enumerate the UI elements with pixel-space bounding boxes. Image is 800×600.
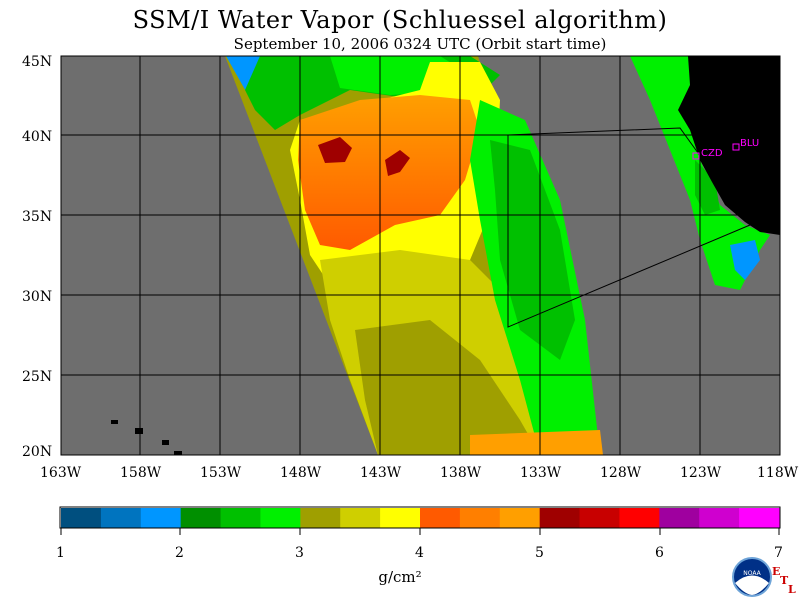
lon-label: 138W bbox=[440, 465, 482, 481]
map-frame bbox=[60, 55, 781, 456]
swath-olive-dark bbox=[355, 320, 540, 455]
swath-darkred-2 bbox=[385, 150, 410, 176]
colorbar-segment bbox=[61, 508, 102, 528]
noaa-logo: NOAA bbox=[732, 557, 772, 597]
colorbar-segment bbox=[739, 508, 780, 528]
colorbar-segment bbox=[300, 508, 341, 528]
colorbar-segment bbox=[619, 508, 660, 528]
colorbar-label: 3 bbox=[295, 545, 304, 561]
colorbar-segment bbox=[380, 508, 421, 528]
colorbar-units: g/cm² bbox=[0, 568, 800, 586]
colorbar-ticks bbox=[60, 528, 780, 535]
swath-darkred-1 bbox=[318, 137, 352, 163]
site-label-czd: CZD bbox=[701, 148, 723, 159]
colorbar-segment bbox=[420, 508, 461, 528]
colorbar-segment bbox=[579, 508, 620, 528]
lat-label: 20N bbox=[22, 444, 52, 460]
etl-letter-e: E bbox=[772, 565, 780, 578]
colorbar-label: 2 bbox=[175, 545, 184, 561]
lon-label: 123W bbox=[680, 465, 722, 481]
colorbar-segment bbox=[459, 508, 501, 528]
site-marker-czd bbox=[692, 152, 700, 160]
swath-green-dark bbox=[490, 140, 575, 360]
colorbar-units-text: g/cm² bbox=[378, 568, 422, 586]
lat-label: 45N bbox=[22, 54, 52, 70]
etl-letter-l: L bbox=[788, 583, 796, 596]
colorbar-segment bbox=[699, 508, 740, 528]
colorbar-segment bbox=[659, 508, 700, 528]
colorbar-segment bbox=[100, 508, 142, 528]
colorbar-segment bbox=[539, 508, 581, 528]
colorbar-label: 4 bbox=[415, 545, 424, 561]
graticule bbox=[61, 56, 780, 455]
colorbar-label: 1 bbox=[56, 545, 65, 561]
swath-bottom-orange bbox=[470, 430, 603, 455]
colorbar-segment bbox=[220, 508, 261, 528]
island-2 bbox=[135, 428, 143, 434]
map-title: SSM/I Water Vapor (Schluessel algorithm) bbox=[132, 6, 668, 34]
island-1 bbox=[111, 420, 118, 424]
colorbar-segment bbox=[499, 508, 541, 528]
lon-label: 158W bbox=[120, 465, 162, 481]
noaa-logo-text: NOAA bbox=[743, 570, 761, 577]
region-outline bbox=[507, 127, 751, 328]
etl-letter-t: T bbox=[780, 574, 789, 587]
island-3 bbox=[162, 440, 169, 445]
colorbar-segment bbox=[340, 508, 381, 528]
swath-right-dark bbox=[695, 160, 720, 215]
lat-label: 35N bbox=[22, 209, 52, 225]
lon-label: 133W bbox=[520, 465, 562, 481]
lon-label: 153W bbox=[200, 465, 242, 481]
lon-label: 148W bbox=[280, 465, 322, 481]
colorbar-segment bbox=[140, 508, 182, 528]
swath-right-blue bbox=[730, 240, 760, 280]
colorbar-label: 6 bbox=[655, 545, 664, 561]
lat-label: 40N bbox=[22, 129, 52, 145]
lat-label: 30N bbox=[22, 289, 52, 305]
site-marker-blu bbox=[732, 143, 740, 151]
colorbar bbox=[61, 508, 780, 528]
site-label-blu: BLU bbox=[740, 138, 759, 149]
lon-label: 163W bbox=[40, 465, 82, 481]
colorbar-label: 7 bbox=[774, 545, 783, 561]
lon-label: 128W bbox=[600, 465, 642, 481]
colorbar-segment bbox=[180, 508, 222, 528]
lon-label: 143W bbox=[360, 465, 402, 481]
lat-label: 25N bbox=[22, 369, 52, 385]
colorbar-segment bbox=[260, 508, 301, 528]
island-4 bbox=[174, 451, 182, 455]
lon-label: 118W bbox=[757, 465, 799, 481]
land-california bbox=[678, 56, 780, 235]
colorbar-label: 5 bbox=[535, 545, 544, 561]
map-subtitle: September 10, 2006 0324 UTC (Orbit start… bbox=[233, 35, 607, 53]
